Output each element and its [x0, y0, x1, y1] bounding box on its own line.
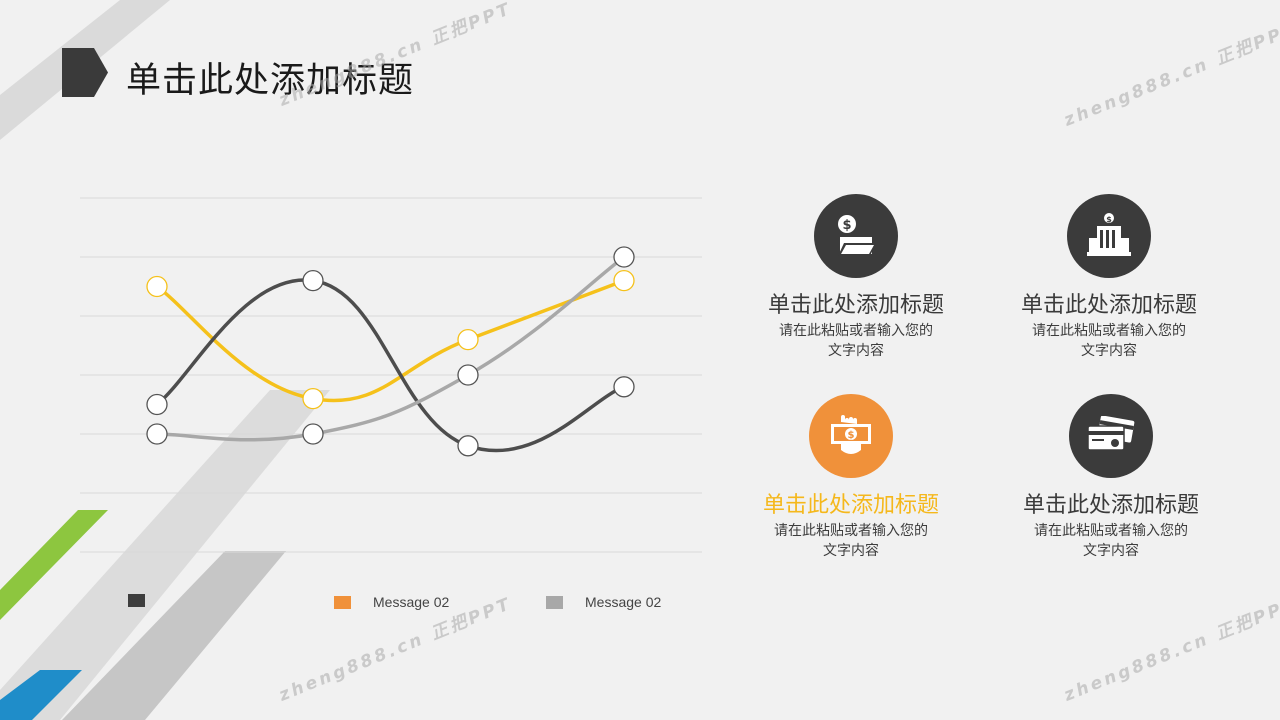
data-point-s3-4 — [613, 246, 635, 268]
feature-2: $ 单击此处添加标题 请在此粘贴或者输入您的 文字内容 — [994, 194, 1224, 361]
data-point-s2-2 — [302, 269, 324, 292]
feature-text: 请在此粘贴或者输入您的 文字内容 — [779, 323, 933, 359]
svg-text:$: $ — [842, 218, 851, 233]
feature-3: $ 单击此处添加标题 请在此粘贴或者输入您的 文字内容 — [736, 394, 966, 561]
svg-text:$: $ — [1106, 215, 1112, 224]
legend-item-2: Message 02 — [334, 594, 449, 610]
feature-text: 请在此粘贴或者输入您的 文字内容 — [1032, 323, 1186, 359]
legend-swatch — [128, 594, 145, 607]
legend-swatch — [334, 595, 351, 609]
data-point-s1-3 — [457, 328, 479, 351]
series-line-1 — [155, 278, 625, 403]
bank-building-icon: $ — [1067, 194, 1151, 278]
legend-swatch — [546, 595, 563, 609]
lower-stripe — [62, 551, 286, 720]
mid-stripe — [0, 390, 330, 720]
series-line-3 — [156, 255, 626, 442]
chart-points — [146, 246, 635, 457]
page-title: 单击此处添加标题 — [126, 61, 415, 101]
feature-4: 单击此处添加标题 请在此粘贴或者输入您的 文字内容 — [996, 394, 1226, 561]
data-point-s3-3 — [457, 364, 479, 386]
data-point-s1-1 — [146, 275, 168, 298]
hand-money-icon: $ — [809, 394, 893, 478]
legend-label: Message 02 — [373, 594, 450, 610]
blue-stripe — [0, 670, 82, 720]
feature-text: 请在此粘贴或者输入您的 文字内容 — [774, 523, 928, 559]
feature-text: 请在此粘贴或者输入您的 文字内容 — [1034, 523, 1188, 559]
legend-label: Message 02 — [585, 594, 662, 610]
feature-title: 单击此处添加标题 — [1020, 293, 1197, 318]
series-line-2 — [155, 278, 625, 453]
data-point-s1-2 — [302, 387, 324, 410]
data-point-s2-4 — [613, 376, 635, 398]
dollar-folder-icon: $ — [814, 194, 898, 278]
legend-item-3: Message 02 — [546, 594, 661, 610]
data-point-s3-1 — [146, 423, 168, 445]
svg-text:$: $ — [848, 430, 855, 441]
legend-item-1 — [128, 594, 167, 607]
feature-title: 单击此处添加标题 — [767, 293, 944, 318]
data-point-s2-3 — [457, 435, 479, 457]
green-stripe — [0, 510, 108, 620]
chart-grid — [80, 197, 702, 553]
data-point-s1-4 — [613, 269, 635, 292]
feature-title: 单击此处添加标题 — [1022, 493, 1199, 518]
feature-1: $ 单击此处添加标题 请在此粘贴或者输入您的 文字内容 — [741, 194, 971, 361]
credit-card-icon — [1069, 394, 1153, 478]
title-marker — [62, 48, 108, 97]
data-point-s3-2 — [302, 423, 324, 445]
chart-lines — [155, 255, 626, 453]
feature-title: 单击此处添加标题 — [762, 493, 939, 518]
data-point-s2-1 — [146, 393, 168, 416]
